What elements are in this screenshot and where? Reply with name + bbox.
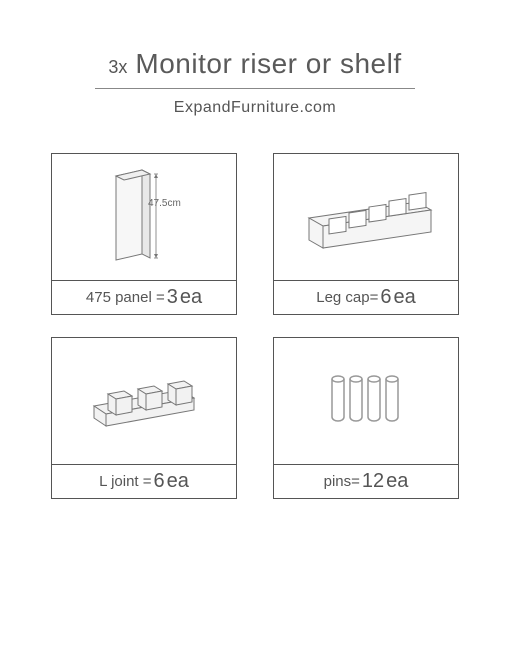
header: 3x Monitor riser or shelf ExpandFurnitur… <box>0 0 510 117</box>
legcap-icon <box>281 162 451 272</box>
label-qty: 6 <box>154 470 165 493</box>
ljoint-illustration <box>52 338 236 464</box>
label-prefix: pins= <box>324 473 360 490</box>
label-prefix: Leg cap= <box>316 289 378 306</box>
title-row: 3x Monitor riser or shelf <box>0 48 510 88</box>
label-suffix: ea <box>180 286 202 309</box>
pins-icon <box>306 351 426 451</box>
card-label-legcap: Leg cap= 6 ea <box>274 280 458 314</box>
label-suffix: ea <box>167 470 189 493</box>
label-qty: 3 <box>167 286 178 309</box>
website-label: ExpandFurniture.com <box>0 99 510 117</box>
card-label-ljoint: L joint = 6 ea <box>52 464 236 498</box>
card-label-panel: 475 panel = 3 ea <box>52 280 236 314</box>
divider <box>95 88 415 89</box>
page-title: Monitor riser or shelf <box>135 48 401 80</box>
card-leg-cap: Leg cap= 6 ea <box>273 153 459 315</box>
legcap-illustration <box>274 154 458 280</box>
panel-dimension-label: 47.5cm <box>148 198 181 209</box>
card-label-pins: pins= 12 ea <box>274 464 458 498</box>
label-suffix: ea <box>394 286 416 309</box>
panel-icon <box>84 158 204 276</box>
label-qty: 12 <box>362 470 384 493</box>
card-pins: pins= 12 ea <box>273 337 459 499</box>
card-panel-475: 47.5cm 475 panel = 3 ea <box>51 153 237 315</box>
pins-illustration <box>274 338 458 464</box>
label-qty: 6 <box>380 286 391 309</box>
parts-grid: 47.5cm 475 panel = 3 ea <box>0 153 510 499</box>
panel-illustration: 47.5cm <box>52 154 236 280</box>
label-prefix: 475 panel = <box>86 289 165 306</box>
qty-prefix: 3x <box>108 57 127 78</box>
card-l-joint: L joint = 6 ea <box>51 337 237 499</box>
ljoint-icon <box>64 346 224 456</box>
label-prefix: L joint = <box>99 473 151 490</box>
label-suffix: ea <box>386 470 408 493</box>
